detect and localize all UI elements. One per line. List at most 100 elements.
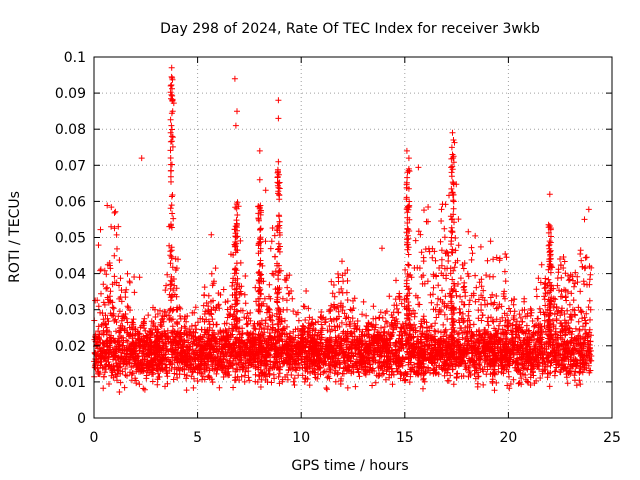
data-point <box>230 365 236 372</box>
data-point <box>224 357 231 364</box>
data-point <box>363 323 370 329</box>
data-point <box>372 324 379 331</box>
data-point <box>586 367 593 374</box>
data-point <box>457 325 464 332</box>
data-point <box>336 289 343 296</box>
data-point <box>458 373 465 380</box>
data-point <box>227 343 234 350</box>
data-point <box>545 276 552 283</box>
data-point <box>103 324 110 331</box>
data-point <box>225 363 232 370</box>
data-point <box>191 375 197 382</box>
data-point <box>149 378 156 385</box>
data-point <box>475 296 482 303</box>
data-point <box>456 309 463 316</box>
data-point <box>301 378 308 385</box>
data-point <box>503 330 510 337</box>
data-point <box>535 275 542 282</box>
data-point <box>114 362 121 369</box>
data-point <box>423 319 430 326</box>
data-point <box>104 356 111 362</box>
data-point <box>306 382 313 389</box>
data-point <box>578 257 585 264</box>
data-point <box>493 305 500 312</box>
data-point <box>402 370 409 376</box>
data-point <box>124 372 130 379</box>
data-point <box>534 329 541 336</box>
data-point <box>154 353 160 360</box>
data-point <box>505 368 512 375</box>
data-point <box>239 330 246 337</box>
data-point <box>389 381 396 388</box>
data-point <box>421 370 428 377</box>
data-point <box>443 275 450 282</box>
data-point <box>233 352 240 359</box>
data-point <box>387 323 393 330</box>
data-point <box>237 307 244 314</box>
data-point <box>271 253 278 260</box>
data-point <box>490 340 497 347</box>
data-point <box>268 238 275 245</box>
data-point <box>576 369 583 375</box>
data-point <box>410 341 417 348</box>
data-point <box>529 318 536 324</box>
data-point <box>312 319 319 326</box>
data-point <box>140 319 147 326</box>
data-point <box>436 307 443 313</box>
data-point <box>164 356 171 363</box>
data-point <box>110 337 117 344</box>
data-point <box>475 351 481 358</box>
data-point <box>122 365 129 372</box>
data-point <box>498 362 504 369</box>
data-point <box>464 328 471 335</box>
data-point <box>130 340 137 347</box>
data-point <box>452 247 459 254</box>
data-point <box>438 206 445 213</box>
data-point <box>456 319 463 326</box>
data-point <box>516 334 523 341</box>
data-point <box>531 323 537 330</box>
data-point <box>303 288 310 294</box>
data-point <box>500 293 507 300</box>
data-point <box>209 282 216 289</box>
data-point <box>318 321 325 328</box>
data-point <box>352 383 359 390</box>
data-point <box>131 289 138 296</box>
data-point <box>411 369 418 375</box>
data-point <box>109 281 116 288</box>
data-point <box>123 353 130 360</box>
data-point <box>290 378 297 385</box>
data-point <box>199 376 205 383</box>
data-point <box>538 261 545 268</box>
data-point <box>510 376 517 383</box>
data-point <box>418 249 425 256</box>
data-point <box>230 252 237 258</box>
data-point <box>305 335 311 341</box>
data-point <box>294 341 301 348</box>
data-point <box>423 356 430 363</box>
data-point <box>386 374 393 381</box>
data-point <box>193 347 199 354</box>
data-point <box>301 303 308 310</box>
data-point <box>223 352 230 359</box>
data-point <box>226 312 233 319</box>
data-point <box>375 373 382 380</box>
data-point <box>237 359 244 366</box>
data-point <box>525 351 532 357</box>
data-point <box>143 372 150 379</box>
data-point <box>111 367 118 374</box>
data-point <box>515 380 522 387</box>
data-point <box>393 339 400 346</box>
data-point <box>168 366 175 372</box>
data-point <box>224 370 230 377</box>
data-point <box>258 348 265 355</box>
data-point <box>554 282 561 289</box>
data-point <box>243 315 250 322</box>
data-point <box>190 384 197 391</box>
data-point <box>217 291 224 298</box>
data-point <box>454 338 460 345</box>
data-point <box>124 303 131 310</box>
data-point <box>281 357 287 364</box>
data-point <box>573 335 580 342</box>
data-point <box>238 334 244 341</box>
